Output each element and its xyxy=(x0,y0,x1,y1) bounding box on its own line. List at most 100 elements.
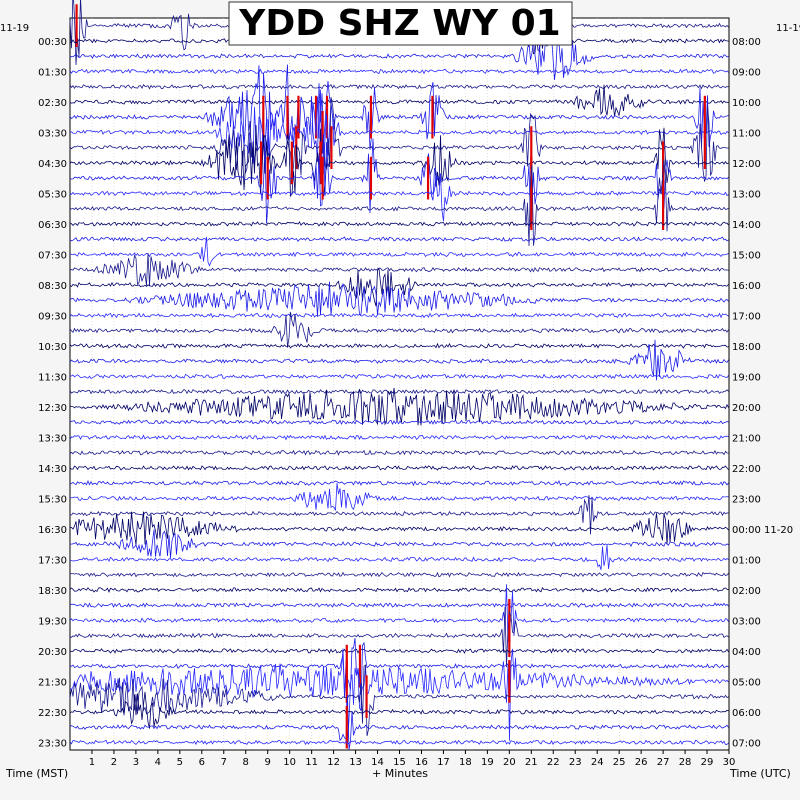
x-tick-label: 26 xyxy=(635,757,648,768)
x-tick-label: 7 xyxy=(221,757,227,768)
x-tick-label: 17 xyxy=(437,757,450,768)
trace-row xyxy=(69,664,729,737)
trace-row xyxy=(69,694,729,750)
x-axis-label: + Minutes xyxy=(372,767,428,780)
left-tick-label: 20:30 xyxy=(38,647,67,658)
trace-row xyxy=(69,64,729,169)
x-tick-label: 20 xyxy=(503,757,516,768)
x-tick-label: 16 xyxy=(415,757,428,768)
left-tick-label: 07:30 xyxy=(38,250,67,261)
trace-row xyxy=(69,648,729,744)
x-tick-label: 25 xyxy=(613,757,626,768)
right-tick-label: 12:00 xyxy=(732,159,761,170)
x-tick-label: 5 xyxy=(177,757,183,768)
right-tick-label: 09:00 xyxy=(732,67,761,78)
left-tick-label: 16:30 xyxy=(38,525,67,536)
trace-row xyxy=(69,236,729,267)
right-tick-label: 03:00 xyxy=(732,616,761,627)
minute-gridlines xyxy=(91,18,708,750)
left-tick-label: 17:30 xyxy=(38,555,67,566)
x-tick-label: 15 xyxy=(393,757,406,768)
left-tick-label: 15:30 xyxy=(38,494,67,505)
right-tick-label: 21:00 xyxy=(732,433,761,444)
trace-row xyxy=(69,312,729,319)
trace-row xyxy=(70,602,729,609)
trace-row xyxy=(69,83,729,90)
trace-row xyxy=(69,311,729,348)
right-tick-label: 08:00 xyxy=(732,37,761,48)
trace-row xyxy=(69,584,729,642)
left-tick-label: 23:30 xyxy=(38,738,67,749)
left-tick-label: 18:30 xyxy=(38,586,67,597)
right-corner-date: 11-19 xyxy=(776,23,800,34)
right-tick-label: 14:00 xyxy=(732,220,761,231)
title-box xyxy=(228,1,573,46)
trace-row xyxy=(69,68,729,75)
right-tick-label: 06:00 xyxy=(732,708,761,719)
x-tick-label: 13 xyxy=(349,757,362,768)
trace-row xyxy=(69,281,729,317)
right-tick-label: 22:00 xyxy=(732,464,761,475)
trace-row xyxy=(69,173,729,222)
x-tick-label: 11 xyxy=(305,757,318,768)
trace-row xyxy=(69,465,729,471)
trace-row xyxy=(69,544,729,571)
trace-row xyxy=(69,511,729,545)
right-tick-label: 05:00 xyxy=(732,677,761,688)
x-tick-label: 28 xyxy=(679,757,692,768)
x-tick-label: 23 xyxy=(569,757,582,768)
right-tick-label: 17:00 xyxy=(732,311,761,322)
x-tick-label: 2 xyxy=(111,757,117,768)
right-tick-label: 10:00 xyxy=(732,98,761,109)
trace-row xyxy=(69,124,729,198)
right-tick-label: 20:00 xyxy=(732,403,761,414)
x-tick-label: 4 xyxy=(155,757,161,768)
trace-row xyxy=(69,480,729,487)
trace-row xyxy=(69,339,729,381)
trace-row xyxy=(69,134,729,228)
trace-row xyxy=(69,449,729,456)
x-tick-label: 9 xyxy=(265,757,271,768)
x-tick-label: 1 xyxy=(89,757,95,768)
x-tick-label: 21 xyxy=(525,757,538,768)
trace-row xyxy=(69,159,729,247)
x-tick-label: 8 xyxy=(243,757,249,768)
trace-row xyxy=(69,483,729,511)
right-tick-label: 16:00 xyxy=(732,281,761,292)
trace-row xyxy=(69,342,729,349)
x-tick-label: 12 xyxy=(327,757,340,768)
left-tick-label: 03:30 xyxy=(38,128,67,139)
trace-row xyxy=(69,89,729,183)
left-corner-date: 11-19 xyxy=(0,23,29,34)
trace-row xyxy=(69,434,729,441)
left-tick-label: 04:30 xyxy=(38,159,67,170)
trace-row xyxy=(69,84,729,117)
right-tick-label: 23:00 xyxy=(732,494,761,505)
left-tick-label: 14:30 xyxy=(38,464,67,475)
chart-title: YDD SHZ WY 01 xyxy=(238,3,560,44)
left-tick-label: 12:30 xyxy=(38,403,67,414)
x-tick-label: 19 xyxy=(481,757,494,768)
trace-row xyxy=(70,529,729,559)
right-time-axis: 08:00 09:00 10:00 11:00 12:00 13:00 14:00 15:00… xyxy=(732,37,793,750)
trace-row xyxy=(69,571,729,578)
x-tick-label: 10 xyxy=(283,757,296,768)
x-tick-label: 27 xyxy=(657,757,670,768)
trace-row xyxy=(69,495,729,535)
x-tick-label: 14 xyxy=(371,757,384,768)
x-tick-label: 6 xyxy=(199,757,205,768)
trace-row xyxy=(69,647,729,654)
left-tick-label: 06:30 xyxy=(38,220,67,231)
trace-row xyxy=(69,373,729,380)
trace-row xyxy=(69,637,729,711)
trace-row xyxy=(69,739,729,746)
x-tick-label: 29 xyxy=(701,757,714,768)
right-tick-label: 00:00 11-20 xyxy=(732,525,793,536)
left-tick-label: 02:30 xyxy=(38,98,67,109)
trace-row xyxy=(69,252,729,287)
right-tick-label: 13:00 xyxy=(732,189,761,200)
left-tick-label: 05:30 xyxy=(38,189,67,200)
seismic-traces xyxy=(69,0,729,750)
trace-row xyxy=(69,691,729,729)
left-tick-label: 00:30 xyxy=(38,37,67,48)
